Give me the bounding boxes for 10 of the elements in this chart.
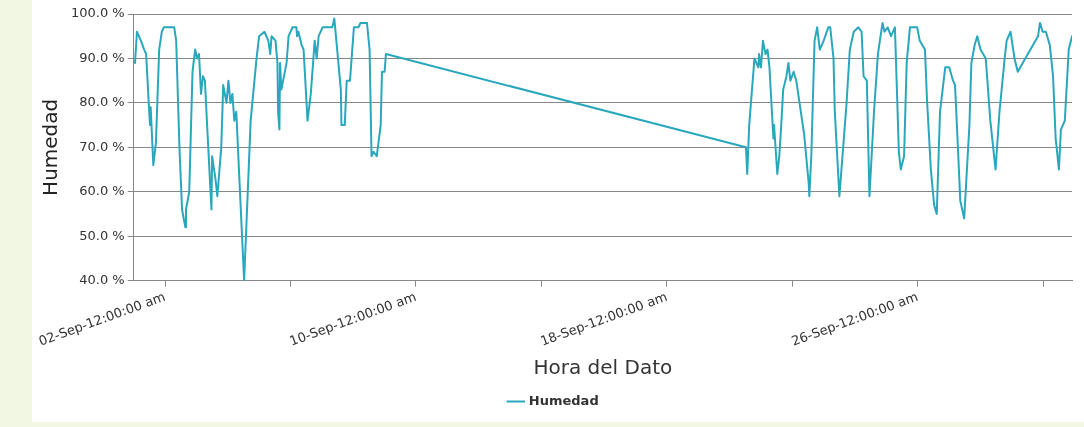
x-axis-title: Hora del Dato <box>533 355 673 380</box>
y-tick-label: 100.0 % <box>71 5 125 21</box>
y-tick-label: 40.0 % <box>79 272 125 288</box>
y-tick-label: 60.0 % <box>79 183 125 199</box>
y-tick-label: 80.0 % <box>79 94 125 110</box>
y-tick-label: 70.0 % <box>79 138 125 154</box>
legend-label: Humedad <box>528 392 599 408</box>
y-tick-label: 90.0 % <box>79 49 125 65</box>
y-axis-title: Humedad <box>38 98 63 196</box>
y-tick-label: 50.0 % <box>79 227 125 243</box>
